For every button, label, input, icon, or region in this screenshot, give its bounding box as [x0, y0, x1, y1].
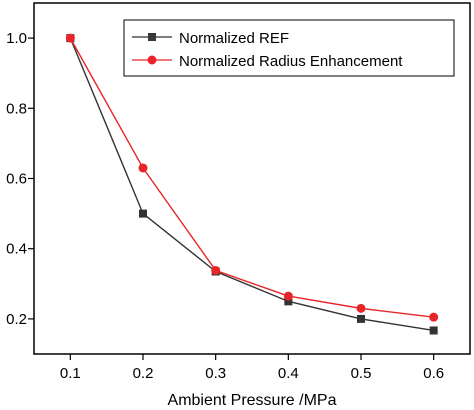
series-1-point-2 [211, 265, 221, 275]
legend-label-ref: Normalized REF [179, 30, 289, 47]
x-tick-label-3: 0.4 [278, 365, 299, 382]
axis-ticks [28, 37, 435, 360]
x-tick-label-4: 0.5 [351, 365, 372, 382]
series-0-point-4 [357, 314, 365, 323]
x-tick-label-0: 0.1 [60, 365, 81, 382]
y-tick-label-4: 1.0 [6, 30, 27, 47]
series-1-point-0 [65, 33, 75, 43]
x-tick-label-2: 0.3 [205, 365, 226, 382]
series-line-1 [69, 37, 434, 318]
legend: Normalized REF Normalized Radius Enhance… [123, 19, 455, 77]
legend-box [123, 19, 455, 77]
series-1-point-1 [138, 163, 148, 173]
series-lines [69, 37, 434, 332]
tick-labels: 0.1 0.2 0.3 0.4 0.5 0.6 0.2 0.4 0.6 0.8 1.0 [6, 30, 444, 382]
series-0-point-5 [429, 326, 438, 335]
y-tick-label-0: 0.2 [6, 311, 27, 328]
legend-marker-ref [148, 33, 156, 41]
series-1-point-5 [429, 312, 439, 322]
y-tick-label-1: 0.4 [6, 241, 27, 258]
series-markers [65, 33, 439, 335]
series-line-0 [69, 37, 434, 332]
series-1-point-4 [356, 303, 366, 313]
x-tick-label-5: 0.6 [423, 365, 444, 382]
legend-label-radius: Normalized Radius Enhancement [179, 53, 403, 70]
y-tick-label-2: 0.6 [6, 171, 27, 188]
x-tick-label-1: 0.2 [133, 365, 154, 382]
y-tick-label-3: 0.8 [6, 100, 27, 117]
series-0-point-1 [139, 209, 147, 218]
series-1-point-3 [283, 291, 293, 301]
series-0-point-3 [284, 297, 293, 306]
legend-marker-radius [147, 55, 157, 65]
x-axis-title: Ambient Pressure /MPa [168, 392, 337, 409]
